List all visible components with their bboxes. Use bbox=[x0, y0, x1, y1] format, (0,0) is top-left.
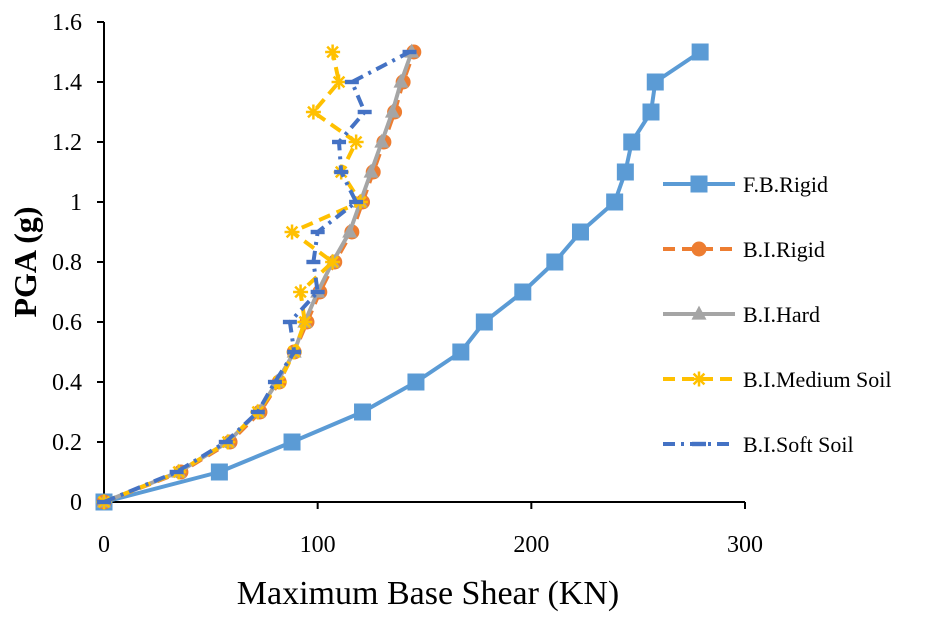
legend-label: B.I.Rigid bbox=[743, 237, 825, 262]
data-point bbox=[332, 139, 347, 145]
legend-item: B.I.Medium Soil bbox=[663, 367, 892, 392]
data-point bbox=[514, 283, 532, 301]
data-point bbox=[606, 193, 624, 211]
y-tick-label: 0 bbox=[70, 490, 82, 516]
legend-item: B.I.Soft Soil bbox=[663, 432, 854, 457]
data-point bbox=[210, 463, 228, 481]
data-point bbox=[218, 439, 233, 445]
data-point bbox=[169, 469, 184, 475]
x-tick-label: 300 bbox=[727, 532, 763, 558]
data-point bbox=[331, 74, 347, 90]
data-point bbox=[623, 133, 641, 151]
legend-item: F.B.Rigid bbox=[663, 172, 828, 197]
series-1 bbox=[96, 44, 422, 510]
legend-swatch-marker bbox=[691, 305, 707, 320]
y-axis-title: PGA (g) bbox=[7, 206, 43, 317]
data-point bbox=[349, 199, 364, 205]
legend-item: B.I.Hard bbox=[663, 302, 820, 327]
data-point bbox=[354, 403, 372, 421]
data-point bbox=[306, 259, 321, 265]
legend-swatch-marker bbox=[691, 241, 707, 257]
data-point bbox=[97, 499, 111, 505]
y-tick-label: 0.6 bbox=[52, 310, 82, 336]
data-point bbox=[305, 104, 321, 120]
data-point bbox=[642, 103, 660, 121]
axes: 0 100 200 300 0 0.2 0.4 0.6 0.8 1 1.2 1.4 1.6 bbox=[52, 10, 763, 558]
series-line bbox=[103, 50, 411, 504]
data-point bbox=[284, 224, 300, 240]
data-point bbox=[402, 49, 417, 55]
y-tick-label: 1.6 bbox=[52, 10, 82, 36]
x-axis-title: Maximum Base Shear (KN) bbox=[237, 575, 619, 612]
y-tick-label: 0.4 bbox=[52, 370, 82, 396]
data-point bbox=[282, 319, 297, 325]
data-point bbox=[546, 253, 564, 271]
data-point bbox=[363, 163, 379, 178]
series-line bbox=[103, 51, 414, 504]
data-point bbox=[287, 349, 302, 355]
series-4 bbox=[97, 49, 417, 505]
legend-label: F.B.Rigid bbox=[743, 172, 828, 197]
legend: F.B.Rigid B.I.Rigid B.I.Hard B.I.Medium Soi… bbox=[663, 172, 892, 457]
y-tick-label: 1 bbox=[70, 190, 82, 216]
data-point bbox=[616, 163, 634, 181]
data-point bbox=[374, 133, 390, 148]
data-point bbox=[334, 169, 349, 175]
data-point bbox=[297, 314, 313, 330]
data-point bbox=[310, 289, 325, 295]
data-point bbox=[393, 73, 409, 88]
data-point bbox=[283, 433, 301, 451]
plot-area bbox=[95, 43, 709, 511]
series-line bbox=[103, 51, 363, 504]
y-tick-label: 0.8 bbox=[52, 250, 82, 276]
data-point bbox=[646, 73, 664, 91]
data-point bbox=[344, 79, 359, 85]
data-point bbox=[325, 254, 341, 270]
data-point bbox=[250, 409, 265, 415]
data-point bbox=[357, 109, 372, 115]
legend-item: B.I.Rigid bbox=[663, 237, 825, 262]
data-point bbox=[407, 373, 425, 391]
y-tick-label: 0.2 bbox=[52, 430, 82, 456]
legend-swatch-marker bbox=[691, 371, 707, 387]
legend-label: B.I.Hard bbox=[743, 302, 820, 327]
x-tick-label: 200 bbox=[513, 532, 549, 558]
data-point bbox=[475, 313, 493, 331]
data-point bbox=[452, 343, 470, 361]
data-point bbox=[571, 223, 589, 241]
x-tick-label: 100 bbox=[300, 532, 336, 558]
data-point bbox=[267, 379, 282, 385]
data-point bbox=[310, 229, 325, 235]
legend-label: B.I.Soft Soil bbox=[743, 432, 854, 457]
legend-swatch-marker bbox=[692, 441, 706, 447]
data-point bbox=[342, 223, 358, 238]
data-point bbox=[691, 43, 709, 61]
data-point bbox=[293, 284, 309, 300]
data-point bbox=[325, 44, 341, 60]
y-tick-label: 1.2 bbox=[52, 130, 82, 156]
series-line bbox=[103, 50, 702, 504]
data-point bbox=[348, 134, 364, 150]
legend-swatch-marker bbox=[690, 175, 708, 193]
series-0 bbox=[95, 43, 709, 511]
y-tick-label: 1.4 bbox=[52, 70, 82, 96]
legend-label: B.I.Medium Soil bbox=[743, 367, 892, 392]
x-tick-label: 0 bbox=[98, 532, 110, 558]
data-point bbox=[384, 103, 400, 118]
series-line bbox=[103, 51, 416, 504]
